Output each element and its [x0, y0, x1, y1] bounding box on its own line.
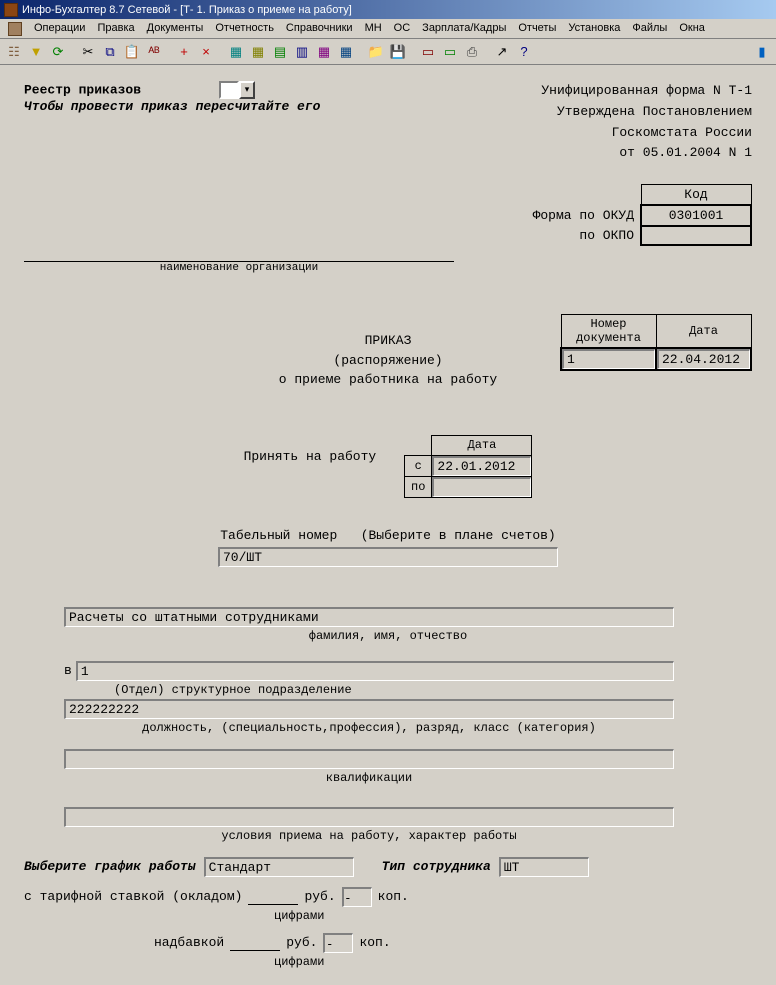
- copy-icon[interactable]: ⧉: [100, 42, 120, 62]
- order-about: о приеме работника на работу: [24, 370, 752, 390]
- folder-icon[interactable]: 📁: [366, 42, 386, 62]
- registry-hint: Чтобы провести приказ пересчитайте его: [24, 99, 320, 114]
- titlebar: Инфо-Бухгалтер 8.7 Сетевой - [Т- 1. Прик…: [0, 0, 776, 19]
- docdate-input[interactable]: [657, 349, 750, 369]
- accept-label: Принять на работу: [244, 449, 377, 464]
- conditions-input[interactable]: [64, 807, 674, 827]
- rub-label: руб.: [304, 889, 335, 904]
- form-info-4: от 05.01.2004 N 1: [541, 143, 752, 164]
- okpo-label: по ОКПО: [523, 226, 641, 245]
- arrow-icon[interactable]: ↗: [492, 42, 512, 62]
- form-info-3: Госкомстата России: [541, 123, 752, 144]
- window-title: Инфо-Бухгалтер 8.7 Сетевой - [Т- 1. Прик…: [22, 4, 352, 16]
- docnum-input[interactable]: [562, 349, 655, 369]
- dept-input[interactable]: [76, 661, 674, 681]
- refresh-icon[interactable]: ⟳: [48, 42, 68, 62]
- to-label: по: [405, 476, 432, 497]
- org-name-line[interactable]: [24, 246, 454, 262]
- hierarchy-icon[interactable]: ☷: [4, 42, 24, 62]
- accept-date-table: Дата с по: [404, 435, 532, 498]
- schedule-label: Выберите график работы: [24, 859, 196, 874]
- org-caption: наименование организации: [24, 262, 454, 274]
- emptype-input[interactable]: [499, 857, 589, 877]
- dept-caption: (Отдел) структурное подразделение: [114, 683, 752, 697]
- code-header: Код: [641, 185, 751, 206]
- help-icon[interactable]: ?: [514, 42, 534, 62]
- employee-name-input[interactable]: [64, 607, 674, 627]
- table2-icon[interactable]: ▦: [248, 42, 268, 62]
- kop-label: коп.: [378, 889, 409, 904]
- registry-label: Реестр приказов: [24, 82, 141, 97]
- menu-reports2[interactable]: Отчеты: [512, 20, 562, 37]
- form1-icon[interactable]: ▭: [418, 42, 438, 62]
- to-date-input[interactable]: [432, 477, 531, 497]
- toolbar: ☷▼⟳✂⧉📋ᴬᴮ+×▦▦▤▥▦▦📁💾▭▭⎙↗?▮: [0, 39, 776, 65]
- kop-label-2: коп.: [359, 935, 390, 950]
- order-title: ПРИКАЗ: [24, 331, 752, 351]
- conditions-caption: условия приема на работу, характер работ…: [64, 829, 674, 843]
- position-input[interactable]: [64, 699, 674, 719]
- bonus-kop-input[interactable]: [323, 933, 353, 953]
- bonus-label: надбавкой: [154, 935, 224, 950]
- menu-files[interactable]: Файлы: [626, 20, 673, 37]
- qualification-caption: квалификации: [64, 771, 674, 785]
- menu-setup[interactable]: Установка: [562, 20, 626, 37]
- tabnum-label: Табельный номер: [220, 528, 337, 543]
- menu-mn[interactable]: МН: [359, 20, 388, 37]
- menu-operations[interactable]: Операции: [28, 20, 91, 37]
- salary-kop-input[interactable]: [342, 887, 372, 907]
- tabnum-hint: (Выберите в плане счетов): [361, 528, 556, 543]
- menu-edit[interactable]: Правка: [91, 20, 140, 37]
- cut-icon[interactable]: ✂: [78, 42, 98, 62]
- filter-icon[interactable]: ▼: [26, 42, 46, 62]
- from-date-input[interactable]: [432, 456, 531, 476]
- emptype-label: Тип сотрудника: [382, 859, 491, 874]
- salary-label: с тарифной ставкой (окладом): [24, 889, 242, 904]
- menubar: Операции Правка Документы Отчетность Спр…: [0, 19, 776, 39]
- grid-icon[interactable]: ▦: [314, 42, 334, 62]
- app-icon: [4, 3, 18, 17]
- save-icon[interactable]: 💾: [388, 42, 408, 62]
- system-menu-icon[interactable]: [2, 20, 28, 37]
- code-table: Код Форма по ОКУД 0301001 по ОКПО: [523, 184, 752, 246]
- digits-caption-1: цифрами: [274, 909, 752, 923]
- end-icon[interactable]: ▮: [752, 42, 772, 62]
- date-col-header: Дата: [432, 435, 532, 455]
- doc-icon[interactable]: ▤: [270, 42, 290, 62]
- paste-icon[interactable]: 📋: [122, 42, 142, 62]
- menu-documents[interactable]: Документы: [141, 20, 210, 37]
- form-info-2: Утверждена Постановлением: [541, 102, 752, 123]
- position-caption: должность, (специальность,профессия), ра…: [64, 721, 674, 735]
- rub-label-2: руб.: [286, 935, 317, 950]
- fio-caption: фамилия, имя, отчество: [24, 629, 752, 643]
- abc-icon[interactable]: ᴬᴮ: [144, 42, 164, 62]
- from-label: с: [405, 455, 432, 476]
- registry-select[interactable]: ▾: [219, 81, 255, 99]
- v-label: в: [64, 663, 72, 678]
- report-icon[interactable]: ▥: [292, 42, 312, 62]
- salary-rub-line[interactable]: [248, 889, 298, 905]
- qualification-input[interactable]: [64, 749, 674, 769]
- bonus-rub-line[interactable]: [230, 935, 280, 951]
- table1-icon[interactable]: ▦: [226, 42, 246, 62]
- okpo-code: [641, 226, 751, 245]
- plus-icon[interactable]: +: [174, 42, 194, 62]
- menu-directories[interactable]: Справочники: [280, 20, 359, 37]
- form2-icon[interactable]: ▭: [440, 42, 460, 62]
- digits-caption-2: цифрами: [274, 955, 752, 969]
- print-icon[interactable]: ⎙: [462, 42, 482, 62]
- calc-icon[interactable]: ▦: [336, 42, 356, 62]
- document-area: Реестр приказов ▾ Чтобы провести приказ …: [0, 65, 776, 985]
- tabnum-input[interactable]: [218, 547, 558, 567]
- form-info-1: Унифицированная форма N Т-1: [541, 81, 752, 102]
- menu-os[interactable]: ОС: [388, 20, 417, 37]
- chevron-down-icon[interactable]: ▾: [239, 81, 255, 99]
- schedule-input[interactable]: [204, 857, 354, 877]
- delete-icon[interactable]: ×: [196, 42, 216, 62]
- okud-code: 0301001: [641, 205, 751, 226]
- okud-label: Форма по ОКУД: [523, 205, 641, 226]
- menu-windows[interactable]: Окна: [673, 20, 711, 37]
- menu-reports[interactable]: Отчетность: [209, 20, 280, 37]
- menu-payroll[interactable]: Зарплата/Кадры: [416, 20, 512, 37]
